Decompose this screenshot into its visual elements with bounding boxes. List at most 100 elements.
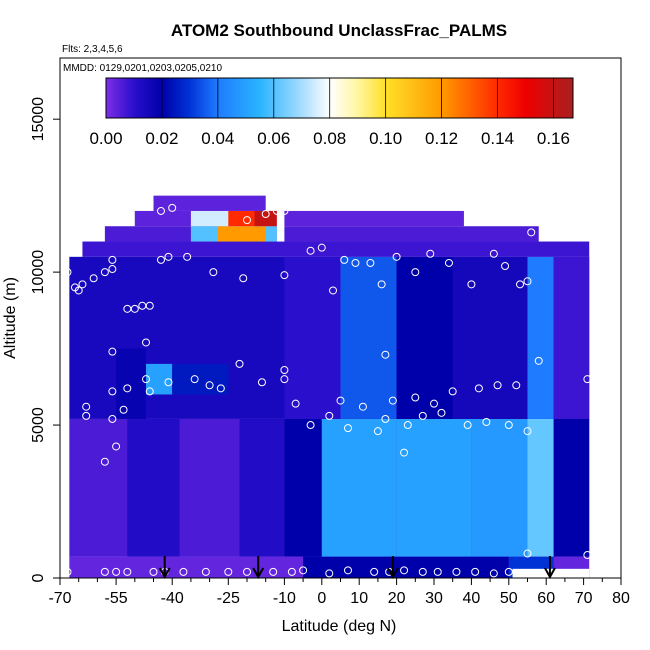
sample-point (583, 551, 592, 560)
heatmap-cell (104, 226, 539, 242)
y-tick-label: 10000 (30, 250, 47, 295)
heatmap-cell (284, 418, 322, 557)
sample-point (156, 206, 165, 215)
sample-point (287, 567, 296, 576)
sample-point (516, 280, 525, 289)
sample-point (527, 228, 536, 237)
sample-point (542, 231, 551, 240)
sample-point (190, 375, 199, 384)
colorbar-tick-label: 0.10 (369, 129, 402, 148)
heatmap-cell (321, 418, 397, 557)
colorbar-tick-label: 0.04 (201, 129, 234, 148)
sample-point (430, 399, 438, 408)
sample-point (418, 411, 427, 420)
sample-point (463, 421, 472, 430)
y-tick-label: 5000 (30, 407, 47, 443)
sample-point (108, 347, 117, 356)
heatmap-cell (153, 195, 266, 211)
sample-point (156, 255, 165, 264)
sample-point (100, 457, 109, 466)
heatmap-cell (239, 418, 285, 557)
heatmap-cell (284, 256, 341, 419)
x-tick-label: 20 (388, 590, 406, 607)
sample-point (164, 378, 173, 387)
sample-point (201, 567, 210, 576)
sample-point (403, 421, 412, 430)
colorbar-tick-label: 0.00 (89, 129, 122, 148)
sample-point (452, 567, 461, 576)
heatmap-cell (82, 241, 590, 257)
heatmap-cell (396, 418, 472, 557)
sample-point (280, 375, 289, 384)
sample-point (523, 427, 532, 436)
heatmap-cell (471, 418, 528, 557)
sample-point (343, 424, 352, 433)
y-axis: 0 5000 10000 15000 (30, 97, 60, 582)
colorbar (105, 77, 574, 119)
sample-point (108, 414, 117, 423)
sample-point (340, 255, 349, 264)
heatmap-cell (452, 256, 528, 419)
sample-point (74, 286, 83, 295)
sample-point (239, 274, 248, 283)
colorbar-ticks: 0.00 0.02 0.04 0.06 0.08 0.10 0.12 0.14 0.16 (89, 78, 570, 148)
sample-point (489, 569, 498, 578)
sample-point (448, 387, 457, 396)
sample-point (82, 411, 91, 420)
x-tick-label: 80 (612, 590, 630, 607)
sample-point (108, 265, 117, 274)
sample-point (523, 549, 532, 558)
blank-region (276, 210, 285, 242)
heatmap-cell (179, 418, 240, 557)
sample-point (426, 249, 435, 258)
sample-point (493, 381, 502, 390)
sample-point (100, 268, 109, 277)
sample-point (392, 252, 401, 261)
x-tick-label: 0 (317, 590, 326, 607)
heatmap-cell (396, 256, 453, 419)
x-tick-label: -25 (217, 590, 240, 607)
colorbar-tick-label: 0.14 (481, 129, 514, 148)
x-axis: -70 -55 -40 -25 -10 0 10 20 30 40 50 60 70 80 (48, 578, 630, 607)
latitude-arrow-head (386, 567, 399, 580)
sample-point (291, 399, 300, 408)
sample-point (108, 255, 117, 264)
sample-point (108, 387, 117, 396)
sample-point (336, 396, 345, 405)
sample-point (444, 258, 453, 267)
y-tick-label: 0 (30, 573, 47, 582)
colorbar-tick-label: 0.02 (145, 129, 178, 148)
latitude-arrow (544, 556, 556, 580)
latitude-arrow-head (252, 567, 265, 580)
sample-point (168, 203, 177, 212)
y-axis-label: Altitude (m) (2, 277, 19, 359)
sample-point (149, 567, 158, 576)
sample-point (377, 280, 386, 289)
sample-point (400, 566, 409, 575)
heatmap-layer (69, 195, 590, 578)
sample-point (381, 350, 390, 359)
sample-point (512, 381, 521, 390)
sample-point (145, 387, 154, 396)
sample-point (474, 384, 483, 393)
heatmap-cell (553, 418, 590, 557)
sample-point (209, 268, 218, 277)
sample-point (243, 567, 251, 576)
sample-point (411, 393, 420, 402)
sample-point (437, 408, 446, 417)
mmdd-annotation: MMDD: 0129,0201,0203,0205,0210 (63, 63, 222, 74)
sample-point (433, 567, 442, 576)
x-tick-label: 30 (425, 590, 443, 607)
sample-point (306, 421, 315, 430)
sample-point (280, 366, 289, 374)
sample-point (299, 566, 308, 575)
colorbar-tick-label: 0.16 (537, 129, 570, 148)
x-tick-label: -40 (161, 590, 184, 607)
sample-point (119, 405, 128, 414)
sample-point (400, 448, 409, 457)
heatmap-cell (134, 210, 464, 227)
heatmap-cell (527, 418, 554, 557)
sample-point (534, 356, 543, 365)
sample-point (583, 375, 592, 384)
